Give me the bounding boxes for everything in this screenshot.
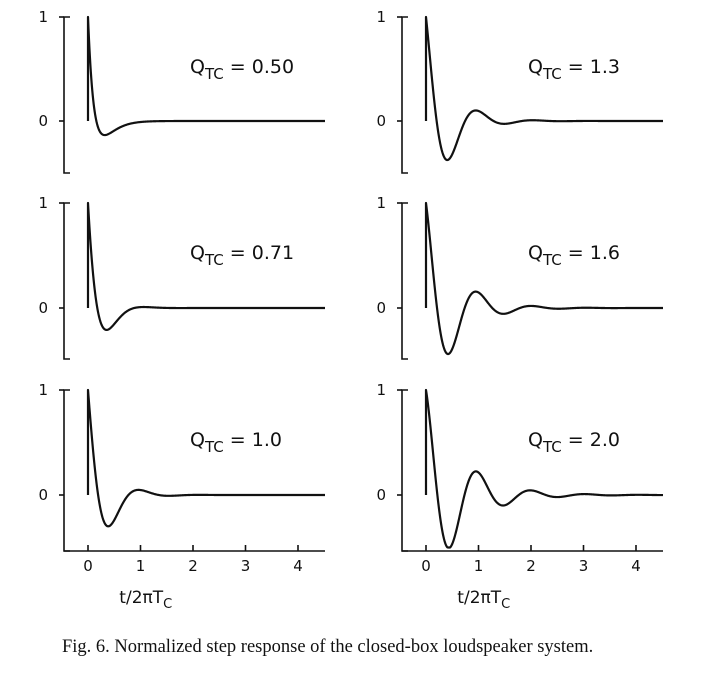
y-tick-label: 0	[38, 112, 48, 130]
q-tc-label-value: = 0.71	[224, 242, 294, 264]
x-tick-label: 0	[83, 557, 93, 575]
q-tc-label-main: Q	[190, 242, 205, 264]
step-response-figure: 1 0 QTC = 0.50 1 0 QTC = 1.3 1 0 QTC = 0.71 1 0 QTC…	[38, 8, 664, 612]
x-axis-label-subscript: C	[501, 597, 510, 612]
step-response-curve	[86, 201, 326, 332]
x-axis-label-subscript: C	[163, 597, 172, 612]
x-tick-label: 1	[474, 557, 484, 575]
y-tick-label: 1	[376, 381, 386, 399]
q-tc-label-value: = 1.6	[562, 242, 620, 264]
chart-panel-right-middle: 1 0 QTC = 1.6	[376, 194, 664, 360]
x-tick-label: 4	[631, 557, 641, 575]
y-tick-label: 1	[38, 8, 48, 26]
step-response-curve	[86, 15, 326, 137]
q-tc-label: QTC = 2.0	[528, 429, 620, 456]
q-tc-label: QTC = 1.6	[528, 242, 620, 269]
step-response-curve	[424, 388, 664, 549]
y-tick-label: 1	[38, 194, 48, 212]
q-tc-label-subscript: TC	[542, 438, 562, 456]
y-tick-label: 1	[38, 381, 48, 399]
q-tc-label: QTC = 0.71	[190, 242, 294, 269]
chart-panel-right-top: 1 0 QTC = 1.3	[376, 8, 664, 174]
y-axis-line	[401, 16, 408, 174]
q-tc-label-main: Q	[190, 56, 205, 78]
y-tick-label: 0	[376, 299, 386, 317]
y-tick-label: 0	[376, 112, 386, 130]
q-tc-label-subscript: TC	[204, 251, 224, 269]
y-tick-label: 0	[376, 486, 386, 504]
chart-panel-left-middle: 1 0 QTC = 0.71	[38, 194, 326, 360]
y-axis-line	[63, 389, 70, 552]
x-tick-label: 2	[188, 557, 198, 575]
q-tc-label-value: = 1.0	[224, 429, 282, 451]
chart-panel-left-bottom: 1 0 0 1 2 3 4 t/2πTC QTC = 1.0	[38, 381, 326, 612]
q-tc-label-subscript: TC	[204, 65, 224, 83]
x-tick-label: 1	[136, 557, 146, 575]
x-axis-label: t/2πTC	[119, 588, 172, 612]
q-tc-label-main: Q	[528, 429, 543, 451]
y-tick-label: 0	[38, 299, 48, 317]
y-tick-label: 1	[376, 8, 386, 26]
step-response-curve	[424, 201, 664, 356]
chart-panel-left-top: 1 0 QTC = 0.50	[38, 8, 326, 174]
q-tc-label-subscript: TC	[542, 251, 562, 269]
figure-caption-text: Fig. 6. Normalized step response of the …	[62, 637, 594, 657]
x-tick-label: 0	[421, 557, 431, 575]
q-tc-label-main: Q	[528, 56, 543, 78]
y-axis-line	[401, 202, 408, 360]
y-axis-line	[63, 202, 70, 360]
q-tc-label: QTC = 0.50	[190, 56, 294, 83]
y-axis-line	[63, 16, 70, 174]
q-tc-label-main: Q	[528, 242, 543, 264]
q-tc-label-subscript: TC	[204, 438, 224, 456]
y-tick-label: 0	[38, 486, 48, 504]
x-tick-label: 3	[241, 557, 251, 575]
x-tick-label: 3	[579, 557, 589, 575]
q-tc-label: QTC = 1.0	[190, 429, 282, 456]
y-tick-label: 1	[376, 194, 386, 212]
q-tc-label-value: = 1.3	[562, 56, 620, 78]
q-tc-label-main: Q	[190, 429, 205, 451]
q-tc-label-value: = 0.50	[224, 56, 294, 78]
x-tick-label: 2	[526, 557, 536, 575]
step-response-curve	[86, 388, 326, 528]
q-tc-label-value: = 2.0	[562, 429, 620, 451]
step-response-curve	[424, 15, 664, 162]
chart-panel-right-bottom: 1 0 0 1 2 3 4 t/2πTC QTC = 2.0	[376, 381, 664, 612]
y-axis-line	[401, 389, 408, 552]
q-tc-label-subscript: TC	[542, 65, 562, 83]
x-axis-label: t/2πTC	[457, 588, 510, 612]
x-tick-label: 4	[293, 557, 303, 575]
q-tc-label: QTC = 1.3	[528, 56, 620, 83]
figure-caption: Fig. 6. Normalized step response of the …	[62, 636, 682, 659]
